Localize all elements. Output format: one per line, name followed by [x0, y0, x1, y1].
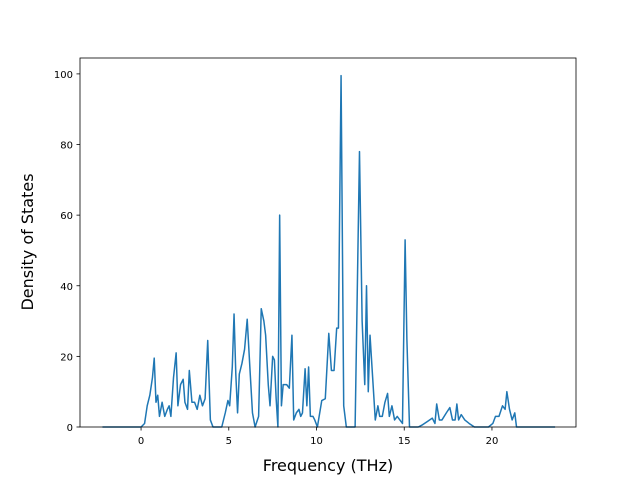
- y-axis-label: Density of States: [18, 173, 37, 310]
- y-tick-label: 100: [54, 70, 73, 81]
- plot-frame: [79, 57, 577, 428]
- x-tick-label: 10: [310, 436, 323, 447]
- data-line: [102, 74, 556, 428]
- y-tick-label: 20: [60, 352, 73, 363]
- x-tick-label: 20: [486, 436, 499, 447]
- x-tick-label: 5: [226, 436, 232, 447]
- y-tick-label: 60: [60, 211, 73, 222]
- y-tick-label: 0: [67, 423, 73, 434]
- x-tick-label: 0: [138, 436, 144, 447]
- x-axis-label: Frequency (THz): [263, 456, 393, 475]
- y-tick-label: 80: [60, 141, 73, 152]
- y-tick-label: 40: [60, 282, 73, 293]
- x-tick-label: 15: [398, 436, 411, 447]
